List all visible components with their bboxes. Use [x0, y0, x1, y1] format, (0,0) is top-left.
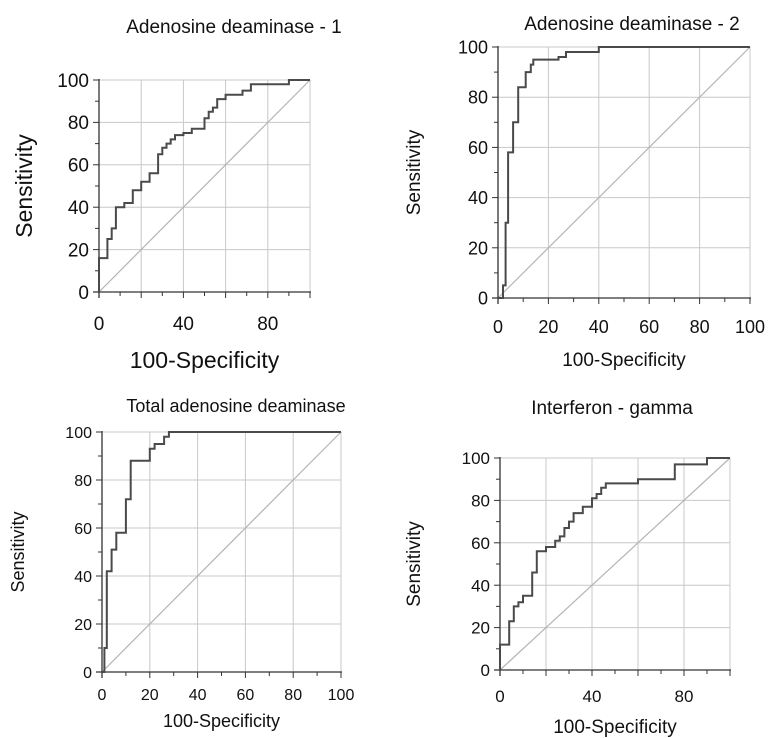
- x-tick-label: 100: [328, 687, 355, 704]
- x-tick-label: 80: [690, 317, 710, 337]
- x-tick-label: 0: [98, 687, 107, 704]
- y-tick-label: 100: [57, 71, 89, 92]
- x-tick-label: 20: [141, 687, 159, 704]
- y-tick-label: 60: [471, 534, 490, 553]
- x-tick-label: 40: [589, 317, 609, 337]
- x-axis-label: 100-Specificity: [553, 717, 677, 738]
- y-tick-label: 20: [471, 619, 490, 638]
- x-tick-label: 0: [94, 314, 105, 335]
- y-tick-label: 20: [468, 238, 488, 258]
- x-tick-label: 60: [639, 317, 659, 337]
- roc-panel-1: 0 40 80 0 20 40 60 80 100 Adenosine deaminase - 1…: [11, 17, 342, 373]
- y-tick-label: 40: [74, 569, 92, 586]
- chart-title: Total adenosine deaminase: [126, 396, 345, 416]
- y-tick-label: 100: [462, 449, 490, 468]
- roc-curve: [498, 46, 750, 299]
- y-tick-label: 60: [468, 138, 488, 158]
- reference-diagonal: [497, 46, 751, 299]
- y-axis-label: Sensitivity: [404, 129, 425, 215]
- y-tick-label: 80: [468, 88, 488, 108]
- y-tick-label: 60: [68, 156, 89, 177]
- y-axis-label: Sensitivity: [8, 511, 28, 592]
- roc-curve: [102, 431, 341, 673]
- reference-diagonal: [98, 79, 311, 293]
- roc-panel-3: 0 20 40 60 80 100 0 20 40 60 80 100 Total adenosine …: [8, 396, 354, 731]
- roc-panel-4: 0 40 80 0 20 40 60 80 100 Interferon - gamma 100-S…: [404, 398, 731, 738]
- y-tick-label: 0: [83, 665, 92, 682]
- x-tick-label: 40: [173, 314, 194, 335]
- y-tick-label: 80: [68, 113, 89, 134]
- roc-curve: [98, 79, 310, 292]
- y-tick-label: 60: [74, 521, 92, 538]
- reference-diagonal: [499, 457, 731, 671]
- y-tick-label: 20: [68, 240, 89, 261]
- y-tick-label: 80: [471, 492, 490, 511]
- y-tick-label: 80: [74, 473, 92, 490]
- x-tick-label: 0: [495, 687, 504, 706]
- x-tick-label: 40: [583, 687, 602, 706]
- chart-title: Adenosine deaminase - 1: [126, 17, 341, 38]
- y-tick-label: 0: [481, 661, 490, 680]
- x-tick-label: 40: [189, 687, 207, 704]
- x-tick-label: 80: [675, 687, 694, 706]
- x-axis-label: 100-Specificity: [130, 347, 280, 373]
- y-tick-label: 100: [458, 37, 488, 57]
- y-tick-label: 0: [478, 288, 488, 308]
- x-tick-label: 0: [493, 317, 503, 337]
- y-tick-label: 0: [78, 283, 89, 304]
- y-tick-label: 40: [468, 188, 488, 208]
- x-tick-label: 80: [284, 687, 302, 704]
- roc-panel-2: 0 20 40 60 80 100 0 20 40 60 80 100 Adenosine deamin…: [404, 14, 765, 371]
- roc-curve: [499, 457, 730, 670]
- x-tick-label: 100: [735, 317, 765, 337]
- reference-diagonal: [101, 431, 342, 673]
- y-tick-label: 40: [68, 198, 89, 219]
- y-axis-label: Sensitivity: [11, 134, 37, 238]
- chart-title: Adenosine deaminase - 2: [524, 14, 739, 35]
- x-tick-label: 20: [538, 317, 558, 337]
- chart-title: Interferon - gamma: [531, 398, 693, 419]
- x-axis-label: 100-Specificity: [163, 711, 280, 731]
- y-tick-label: 100: [65, 425, 92, 442]
- y-tick-label: 40: [471, 576, 490, 595]
- y-tick-label: 20: [74, 617, 92, 634]
- y-axis-label: Sensitivity: [404, 521, 425, 607]
- x-axis-label: 100-Specificity: [562, 350, 686, 371]
- x-tick-label: 60: [237, 687, 255, 704]
- x-tick-label: 80: [257, 314, 278, 335]
